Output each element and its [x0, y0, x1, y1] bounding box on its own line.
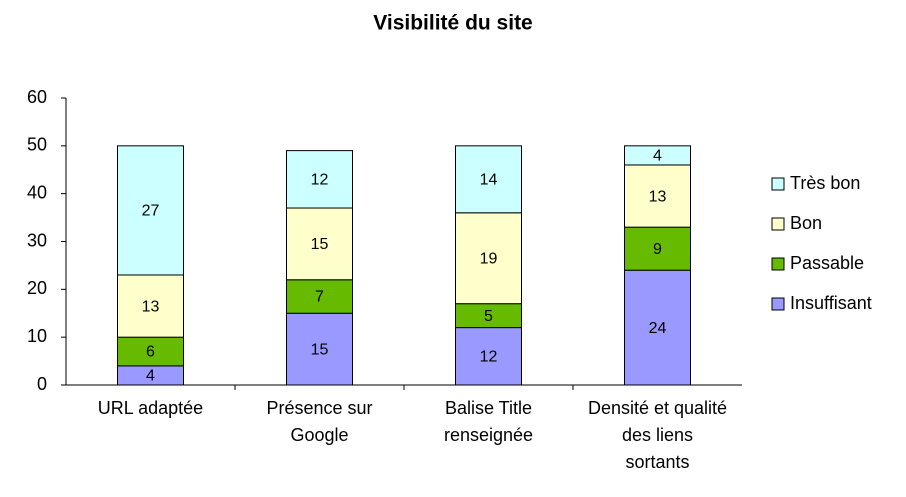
- legend-label: Passable: [790, 253, 864, 273]
- bar-segment: [455, 145, 522, 214]
- legend-swatch: [771, 297, 785, 311]
- data-label: 4: [146, 368, 155, 385]
- data-label: 6: [146, 344, 155, 361]
- legend-swatch: [771, 217, 785, 231]
- bar-segment: [455, 327, 522, 386]
- bar-segment: [117, 274, 184, 338]
- y-tick-label: 40: [27, 182, 47, 202]
- data-label: 9: [653, 241, 662, 258]
- bar-segment: [286, 150, 353, 209]
- chart-title: Visibilité du site: [373, 12, 533, 35]
- x-tick-label: URL adaptée: [97, 398, 204, 418]
- data-label: 19: [480, 250, 498, 267]
- x-tick-label: Présence sur Google: [266, 398, 373, 445]
- data-label: 4: [653, 148, 662, 165]
- bar-segment: [286, 207, 353, 281]
- data-label: 13: [649, 188, 667, 205]
- data-label: 15: [311, 236, 329, 253]
- legend-swatch: [771, 177, 785, 191]
- x-tick-label: Densité et qualité des liens sortants: [587, 398, 728, 472]
- y-tick-label: 10: [27, 326, 47, 346]
- bar-segment: [286, 279, 353, 314]
- data-label: 12: [480, 349, 498, 366]
- y-tick-label: 50: [27, 135, 47, 155]
- data-label: 27: [142, 203, 160, 220]
- bar-segment: [117, 145, 184, 276]
- data-label: 5: [484, 308, 493, 325]
- legend-swatch: [771, 257, 785, 271]
- bar-segment: [624, 226, 691, 271]
- legend-label: Bon: [790, 213, 822, 233]
- bar-segment: [624, 164, 691, 228]
- data-label: 15: [311, 341, 329, 358]
- legend-label: Très bon: [790, 173, 860, 193]
- x-tick-label: Balise Title renseignée: [443, 398, 534, 445]
- data-label: 12: [311, 172, 329, 189]
- bar-segment: [624, 145, 691, 166]
- legend-label: Insuffisant: [790, 293, 872, 313]
- data-label: 24: [649, 320, 667, 337]
- bar-segment: [455, 212, 522, 305]
- bar-segment: [117, 336, 184, 367]
- y-tick-label: 0: [37, 374, 47, 394]
- y-tick-label: 60: [27, 87, 47, 107]
- data-label: 7: [315, 289, 324, 306]
- data-label: 13: [142, 298, 160, 315]
- data-label: 14: [480, 172, 498, 189]
- y-tick-label: 30: [27, 230, 47, 250]
- y-tick-label: 20: [27, 278, 47, 298]
